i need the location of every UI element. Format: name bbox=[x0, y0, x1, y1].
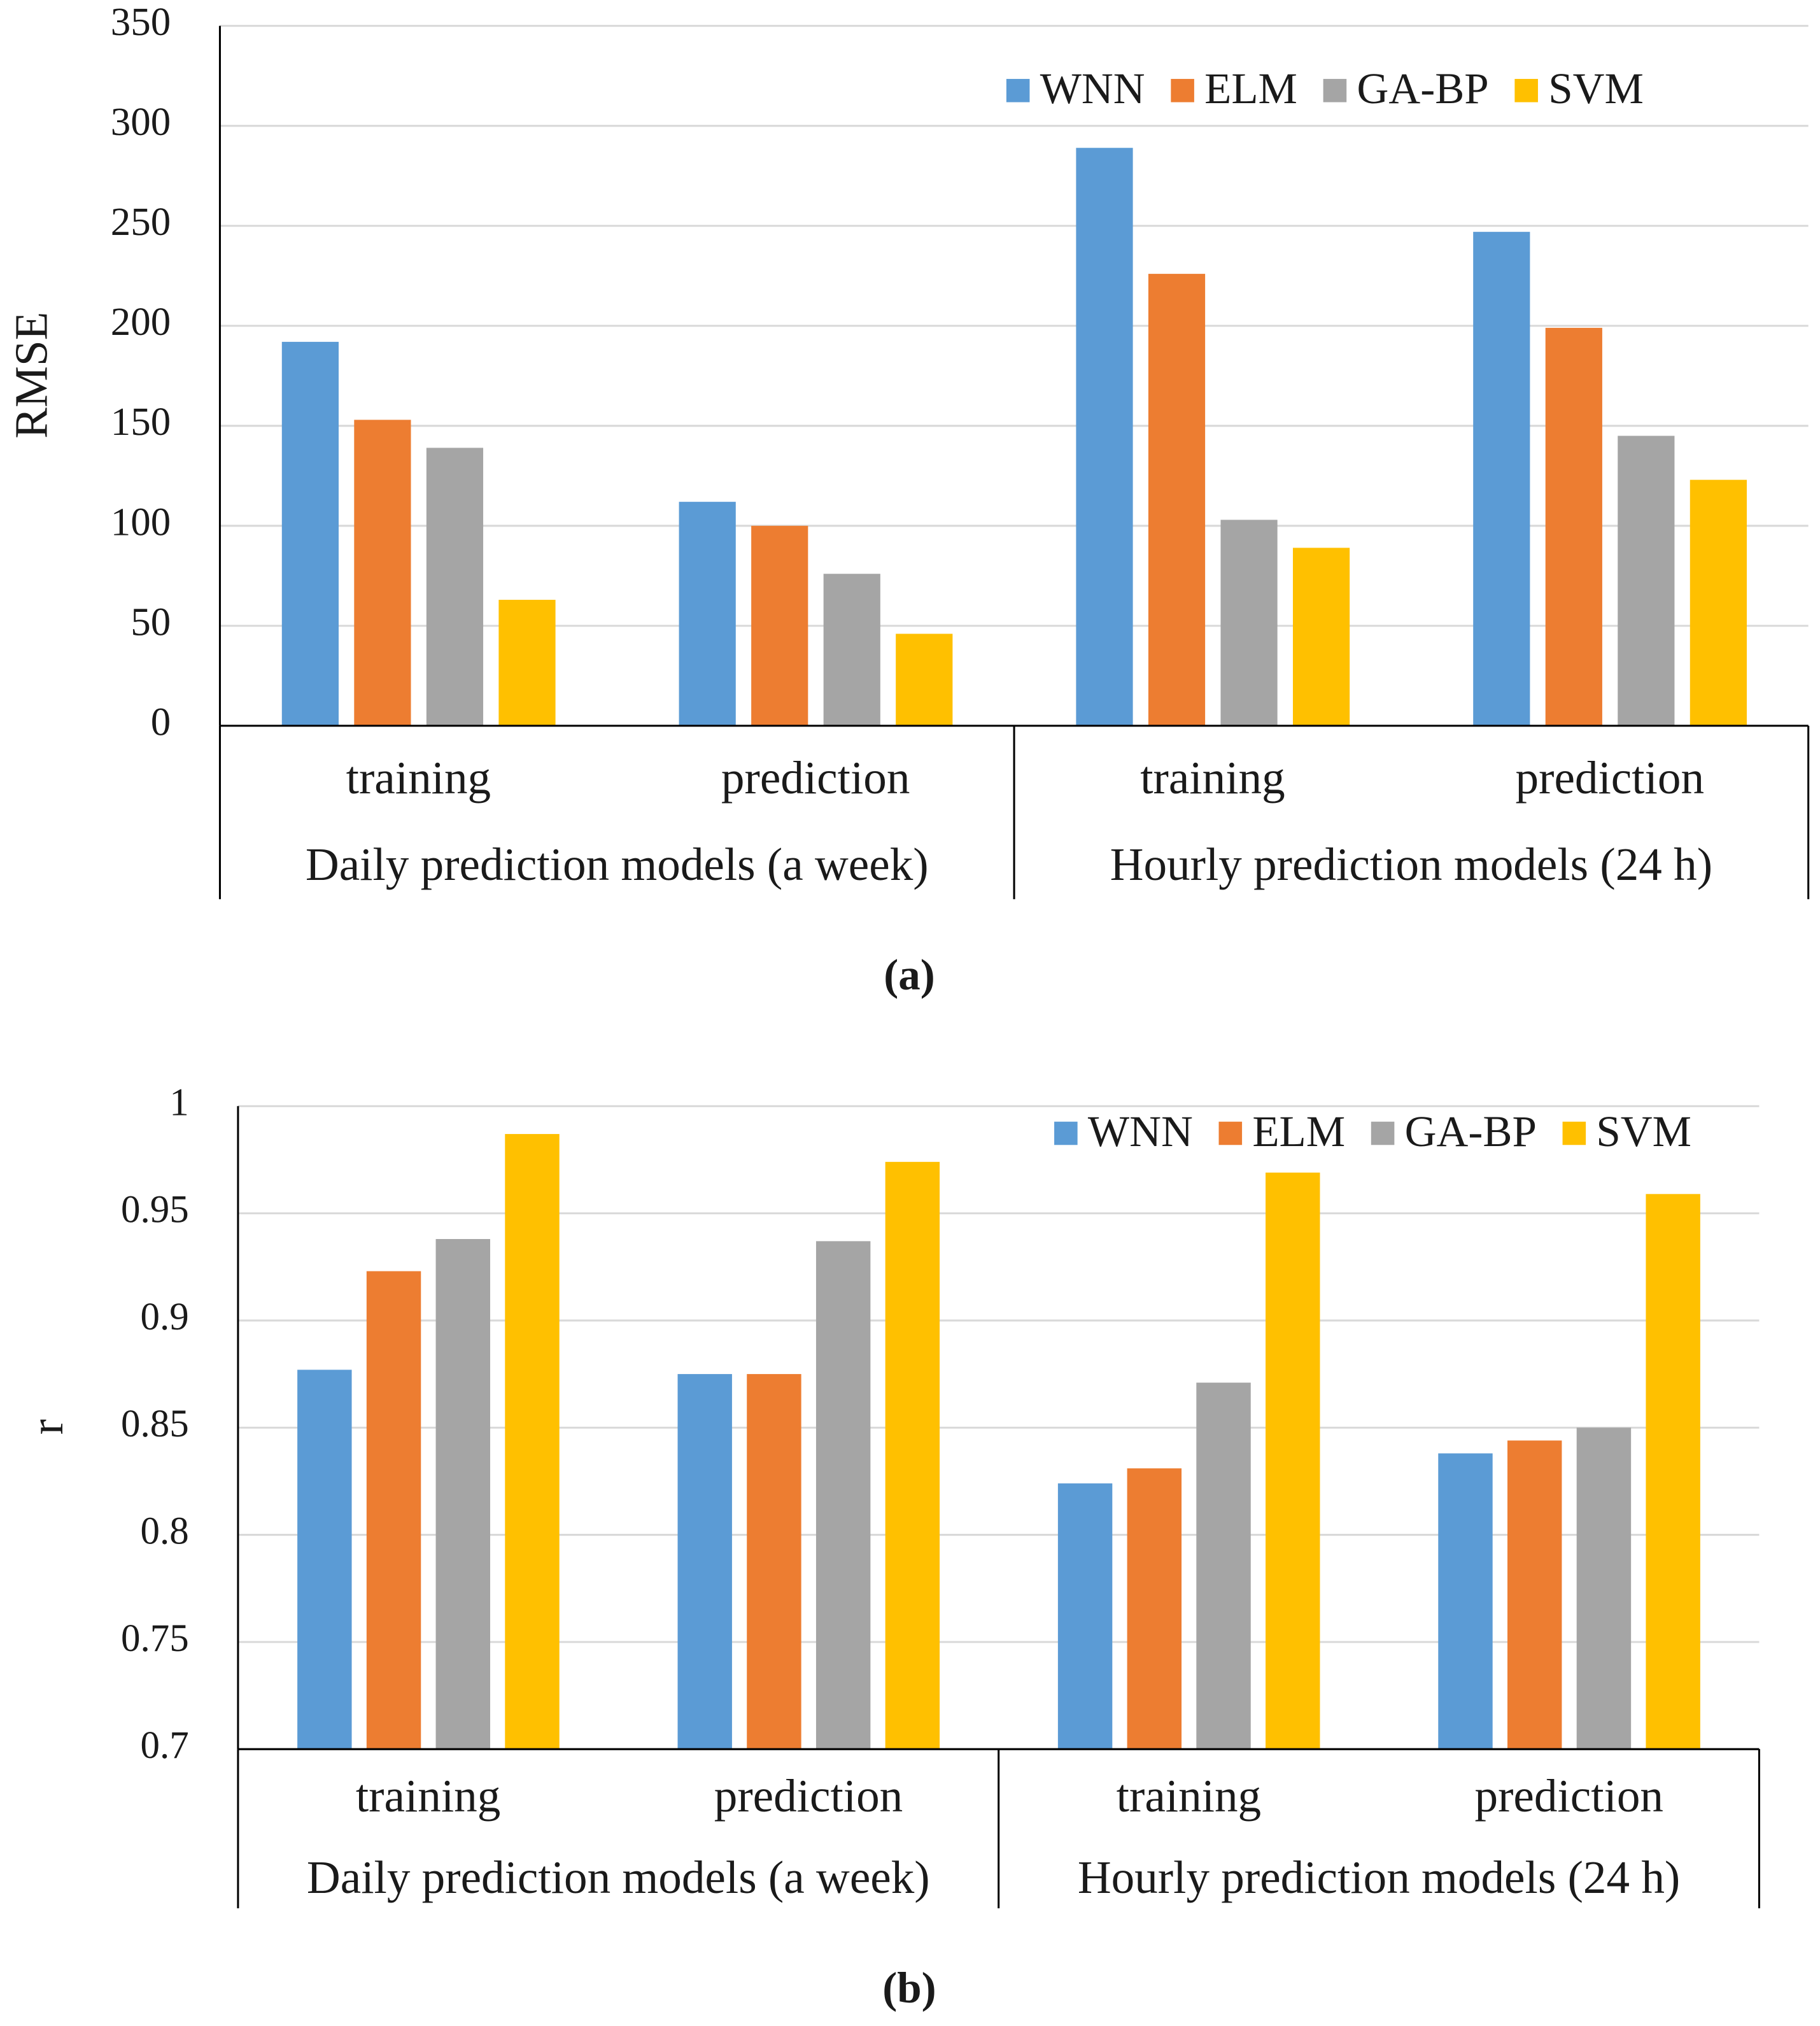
bar bbox=[1438, 1453, 1493, 1750]
legend-swatch bbox=[1323, 78, 1347, 103]
legend-label: ELM bbox=[1252, 1107, 1345, 1156]
bar bbox=[1196, 1382, 1251, 1750]
x-tick-label: training bbox=[346, 752, 491, 804]
bar bbox=[505, 1134, 560, 1750]
bar bbox=[679, 502, 736, 726]
group-label: Daily prediction models (a week) bbox=[307, 1852, 930, 1903]
legend-label: GA-BP bbox=[1357, 64, 1488, 113]
bar bbox=[1473, 232, 1530, 726]
y-tick-label: 200 bbox=[111, 299, 171, 344]
bar bbox=[1618, 436, 1675, 726]
y-tick-label: 0.95 bbox=[121, 1189, 189, 1231]
bar bbox=[1266, 1172, 1320, 1750]
legend-label: WNN bbox=[1088, 1107, 1193, 1156]
legend-label: WNN bbox=[1040, 64, 1145, 113]
bar bbox=[1689, 479, 1747, 726]
y-tick-label: 150 bbox=[111, 399, 171, 444]
y-tick-label: 0.7 bbox=[141, 1724, 189, 1767]
legend-label: SVM bbox=[1548, 64, 1644, 113]
x-tick-label: prediction bbox=[1475, 1770, 1663, 1822]
y-tick-label: 250 bbox=[111, 199, 171, 244]
bar bbox=[1057, 1483, 1113, 1750]
y-tick-label: 1 bbox=[169, 1081, 188, 1124]
y-axis-title: r bbox=[21, 1419, 73, 1434]
bar bbox=[1076, 148, 1133, 726]
bar bbox=[426, 448, 484, 726]
group-label: Hourly prediction models (24 h) bbox=[1078, 1852, 1680, 1903]
x-tick-label: training bbox=[1140, 752, 1285, 804]
bar bbox=[823, 574, 880, 726]
y-tick-label: 350 bbox=[111, 0, 171, 44]
bar bbox=[677, 1374, 732, 1750]
legend-swatch bbox=[1054, 1121, 1078, 1145]
x-tick-label: prediction bbox=[721, 752, 910, 804]
legend-swatch bbox=[1218, 1121, 1243, 1145]
bar bbox=[1148, 274, 1206, 726]
legend-swatch bbox=[1562, 1121, 1586, 1145]
y-tick-label: 100 bbox=[111, 499, 171, 544]
x-tick-label: prediction bbox=[1516, 752, 1704, 804]
y-tick-label: 0.8 bbox=[141, 1510, 189, 1553]
y-tick-label: 0 bbox=[151, 699, 171, 744]
group-label: Hourly prediction models (24 h) bbox=[1110, 839, 1712, 890]
bar bbox=[1292, 548, 1350, 726]
bar bbox=[435, 1239, 490, 1750]
y-tick-label: 300 bbox=[111, 99, 171, 144]
bar bbox=[1507, 1440, 1562, 1750]
y-tick-label: 0.9 bbox=[141, 1296, 189, 1338]
bar bbox=[1646, 1194, 1700, 1750]
x-tick-label: prediction bbox=[714, 1770, 903, 1822]
legend-swatch bbox=[1371, 1121, 1395, 1145]
bar bbox=[885, 1161, 940, 1750]
bar bbox=[281, 341, 339, 726]
caption: (b) bbox=[882, 1963, 936, 2012]
legend-label: ELM bbox=[1204, 64, 1297, 113]
bar bbox=[354, 420, 411, 726]
bar bbox=[297, 1370, 352, 1750]
bar bbox=[1576, 1427, 1632, 1750]
bar bbox=[1220, 520, 1278, 726]
bar bbox=[815, 1241, 871, 1750]
bar bbox=[366, 1271, 421, 1750]
x-tick-label: training bbox=[1117, 1770, 1261, 1822]
bar bbox=[896, 634, 953, 726]
x-tick-label: training bbox=[356, 1770, 500, 1822]
legend-swatch bbox=[1006, 78, 1030, 103]
legend-swatch bbox=[1171, 78, 1194, 103]
y-tick-label: 50 bbox=[131, 599, 171, 644]
legend-label: SVM bbox=[1596, 1107, 1691, 1156]
bar bbox=[1127, 1468, 1182, 1750]
bar bbox=[498, 600, 556, 726]
y-axis-title: RMSE bbox=[6, 312, 57, 439]
group-label: Daily prediction models (a week) bbox=[306, 839, 929, 890]
bar bbox=[747, 1374, 801, 1750]
legend-label: GA-BP bbox=[1405, 1107, 1537, 1156]
y-tick-label: 0.85 bbox=[121, 1403, 189, 1445]
bar bbox=[1545, 327, 1602, 726]
caption: (a) bbox=[884, 950, 935, 999]
y-tick-label: 0.75 bbox=[121, 1617, 189, 1660]
legend-swatch bbox=[1514, 78, 1538, 103]
bar bbox=[751, 525, 808, 726]
